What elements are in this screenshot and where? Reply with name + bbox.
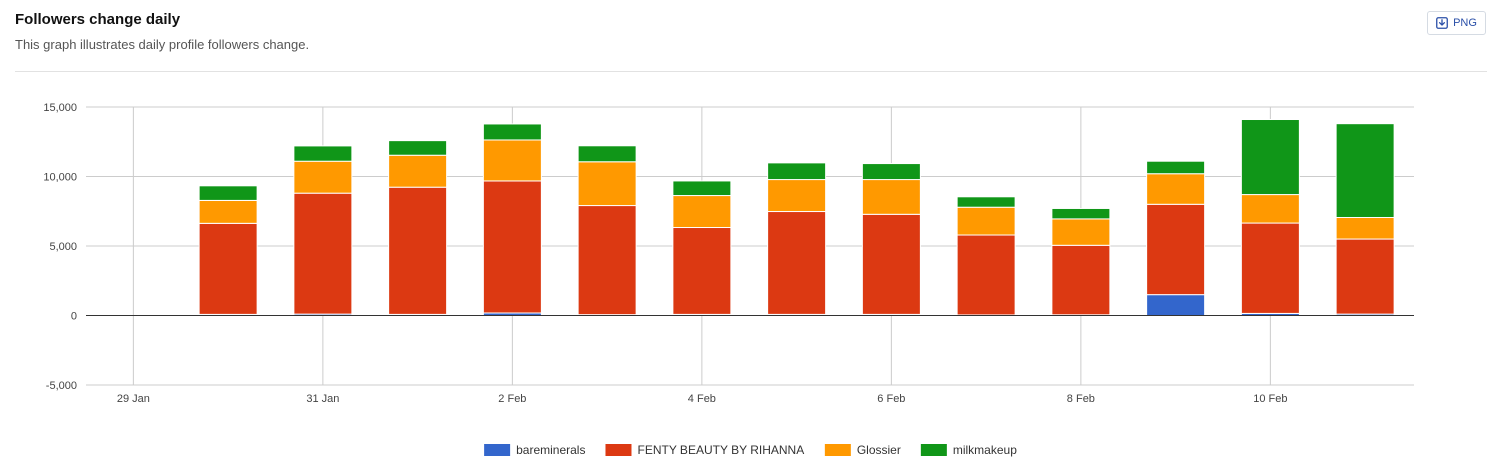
bar-milkmakeup[interactable]: [198, 185, 258, 201]
bar-milkmakeup[interactable]: [482, 123, 542, 141]
chart-subtitle: This graph illustrates daily profile fol…: [15, 37, 310, 52]
bar-milkmakeup[interactable]: [388, 140, 448, 156]
bar-glossier[interactable]: [293, 160, 353, 194]
y-tick-label: 15,000: [43, 102, 77, 114]
export-png-button[interactable]: PNG: [1427, 11, 1486, 35]
bar-fenty-beauty-by-rihanna[interactable]: [767, 211, 827, 315]
legend-item-label[interactable]: milkmakeup: [953, 443, 1017, 457]
x-tick-label: 10 Feb: [1253, 393, 1287, 405]
bar-milkmakeup[interactable]: [672, 180, 732, 197]
y-tick-label: 0: [71, 311, 77, 323]
x-tick-label: 8 Feb: [1067, 393, 1095, 405]
bar-fenty-beauty-by-rihanna[interactable]: [672, 227, 732, 315]
bar-fenty-beauty-by-rihanna[interactable]: [388, 186, 448, 315]
bar-milkmakeup[interactable]: [1335, 123, 1395, 219]
bar-fenty-beauty-by-rihanna[interactable]: [956, 234, 1016, 316]
header-divider: [15, 71, 1487, 72]
bar-glossier[interactable]: [482, 139, 542, 182]
bar-fenty-beauty-by-rihanna[interactable]: [1146, 203, 1206, 296]
bar-fenty-beauty-by-rihanna[interactable]: [198, 222, 258, 315]
bar-glossier[interactable]: [577, 161, 637, 207]
x-tick-label: 4 Feb: [688, 393, 716, 405]
chart-title: Followers change daily: [15, 11, 181, 28]
bar-fenty-beauty-by-rihanna[interactable]: [1051, 244, 1111, 316]
download-icon: [1436, 17, 1448, 29]
x-tick-label: 2 Feb: [498, 393, 526, 405]
y-tick-label: 5,000: [49, 241, 77, 253]
bar-milkmakeup[interactable]: [861, 163, 921, 181]
bar-milkmakeup[interactable]: [767, 162, 827, 181]
bar-milkmakeup[interactable]: [1051, 207, 1111, 220]
y-tick-label: -5,000: [46, 380, 77, 392]
x-tick-label: 29 Jan: [117, 393, 150, 405]
legend-item-label[interactable]: Glossier: [857, 443, 901, 457]
bar-milkmakeup[interactable]: [577, 145, 637, 163]
bar-glossier[interactable]: [861, 179, 921, 215]
bar-glossier[interactable]: [1335, 217, 1395, 240]
bar-fenty-beauty-by-rihanna[interactable]: [1335, 238, 1395, 315]
chart-legend: bareminerals FENTY BEAUTY BY RIHANNA Gloss…: [484, 443, 1017, 457]
legend-item-label[interactable]: FENTY BEAUTY BY RIHANNA: [637, 443, 804, 457]
bar-glossier[interactable]: [1146, 173, 1206, 205]
bar-glossier[interactable]: [767, 179, 827, 213]
legend-swatch: [605, 444, 632, 456]
bar-fenty-beauty-by-rihanna[interactable]: [861, 213, 921, 315]
bar-milkmakeup[interactable]: [293, 145, 353, 162]
bar-fenty-beauty-by-rihanna[interactable]: [1240, 222, 1300, 314]
bar-glossier[interactable]: [672, 195, 732, 229]
bar-glossier[interactable]: [956, 206, 1016, 236]
legend-item-label[interactable]: bareminerals: [516, 443, 585, 457]
x-tick-label: 6 Feb: [877, 393, 905, 405]
grid-layer: [86, 106, 1414, 386]
bar-milkmakeup[interactable]: [1240, 119, 1300, 196]
bar-fenty-beauty-by-rihanna[interactable]: [482, 180, 542, 314]
bar-layer: [198, 119, 1395, 317]
bar-milkmakeup[interactable]: [1146, 160, 1206, 175]
bar-bareminerals[interactable]: [1146, 294, 1206, 316]
x-tick-label: 31 Jan: [306, 393, 339, 405]
export-png-label: PNG: [1453, 17, 1477, 29]
bar-glossier[interactable]: [1051, 218, 1111, 246]
y-tick-label: 10,000: [43, 172, 77, 184]
bar-fenty-beauty-by-rihanna[interactable]: [293, 192, 353, 315]
bar-fenty-beauty-by-rihanna[interactable]: [577, 205, 637, 316]
bar-glossier[interactable]: [198, 199, 258, 224]
legend-swatch: [484, 444, 511, 456]
bar-glossier[interactable]: [388, 154, 448, 188]
bar-milkmakeup[interactable]: [956, 196, 1016, 208]
axis-layer: 15,000 10,000 5,000 0 -5,000 29 Jan 31 Jan 2 Fe…: [43, 102, 1414, 405]
legend-swatch: [920, 444, 947, 456]
legend-swatch: [824, 444, 851, 456]
bar-glossier[interactable]: [1240, 194, 1300, 224]
